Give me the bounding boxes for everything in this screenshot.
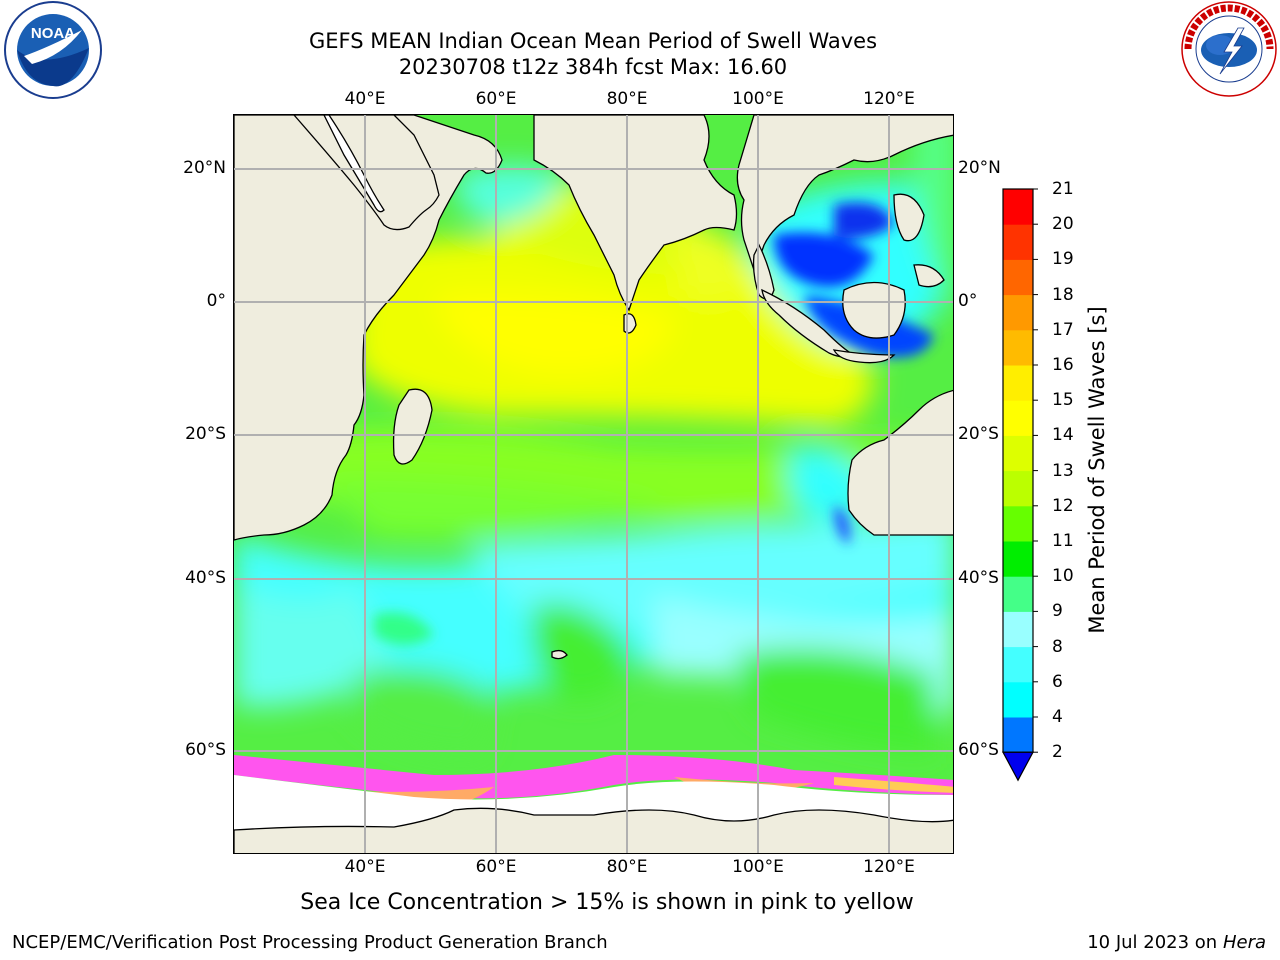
lon-label-top: 40°E xyxy=(344,89,386,109)
map-subtitle: 20230708 t12z 384h fcst Max: 16.60 xyxy=(398,55,788,79)
lat-label-left: 20°S xyxy=(185,424,226,444)
colorbar-tick-label: 6 xyxy=(1052,671,1063,692)
lat-label-right: 60°S xyxy=(958,740,999,760)
colorbar-segment xyxy=(1003,365,1033,401)
colorbar-tick-label: 16 xyxy=(1052,355,1074,375)
lon-label-top: 60°E xyxy=(475,89,517,109)
lon-label-top: 120°E xyxy=(863,89,915,109)
colorbar-segment xyxy=(1003,646,1033,683)
noaa-logo-text: NOAA xyxy=(31,25,75,42)
colorbar-label: Mean Period of Swell Waves [s] xyxy=(1085,306,1109,634)
antarctica-land xyxy=(234,807,953,853)
colorbar-segment xyxy=(1003,189,1033,225)
footer-date: 10 Jul 2023 on Hera xyxy=(1087,932,1266,953)
colorbar-tick-label: 4 xyxy=(1052,707,1063,727)
map-title: GEFS MEAN Indian Ocean Mean Period of Sw… xyxy=(308,29,878,53)
lon-label-bottom: 100°E xyxy=(732,857,784,877)
colorbar-segment xyxy=(1003,505,1033,542)
colorbar-tick-label: 9 xyxy=(1052,601,1063,622)
colorbar-extend-triangle xyxy=(1002,751,1035,782)
map-canvas xyxy=(234,115,953,853)
lat-label-left: 40°S xyxy=(185,568,226,588)
noaa-logo: NOAA xyxy=(4,1,102,99)
lat-label-right: 20°N xyxy=(958,158,1001,178)
colorbar-tick-label: 20 xyxy=(1052,214,1074,235)
colorbar-tick-label: 11 xyxy=(1052,531,1074,551)
colorbar-segment xyxy=(1003,259,1033,296)
colorbar-segment xyxy=(1003,541,1033,577)
colorbar-tick-label: 13 xyxy=(1052,460,1074,481)
lat-label-right: 40°S xyxy=(958,568,999,588)
lon-label-top: 80°E xyxy=(606,89,648,109)
lat-label-right: 20°S xyxy=(958,424,999,444)
colorbar-segment xyxy=(1003,400,1033,436)
map-panel xyxy=(233,114,954,854)
colorbar-segment xyxy=(1003,294,1033,331)
colorbar-segment xyxy=(1003,611,1033,648)
kerguelen-land xyxy=(551,649,568,660)
lat-label-left: 60°S xyxy=(185,740,226,760)
lon-label-bottom: 60°E xyxy=(475,857,517,877)
landmasses xyxy=(234,115,953,853)
nws-logo xyxy=(1181,1,1277,97)
india-land xyxy=(533,115,738,312)
colorbar xyxy=(1002,188,1038,782)
gridlines xyxy=(234,115,953,853)
colorbar-tick-label: 14 xyxy=(1052,425,1074,446)
footer-machine: Hera xyxy=(1222,932,1266,953)
colorbar-segment xyxy=(1003,576,1033,612)
colorbar-segment xyxy=(1003,329,1033,366)
lat-label-right: 0° xyxy=(958,291,978,311)
madagascar-land xyxy=(392,388,433,465)
indochina-land xyxy=(736,115,953,272)
footer-date-text: 10 Jul 2023 on xyxy=(1087,932,1223,953)
colorbar-tick-label: 18 xyxy=(1052,284,1074,305)
colorbar-segment xyxy=(1003,435,1033,472)
colorbar-tick-label: 10 xyxy=(1052,566,1074,587)
wave-field xyxy=(234,115,953,755)
colorbar-tick-label: 8 xyxy=(1052,636,1063,657)
colorbar-tick-label: 21 xyxy=(1052,179,1074,199)
sea-ice-note: Sea Ice Concentration > 15% is shown in … xyxy=(300,890,914,915)
lon-label-top: 100°E xyxy=(732,89,784,109)
colorbar-segment xyxy=(1003,717,1033,753)
colorbar-tick-label: 17 xyxy=(1052,319,1074,340)
lat-label-left: 20°N xyxy=(183,158,226,178)
lon-label-bottom: 80°E xyxy=(606,857,648,877)
colorbar-segment xyxy=(1003,470,1033,507)
lat-label-left: 0° xyxy=(206,291,226,311)
lon-label-bottom: 40°E xyxy=(344,857,386,877)
colorbar-tick-label: 2 xyxy=(1052,742,1063,763)
colorbar-segment xyxy=(1003,224,1033,260)
colorbar-tick-label: 15 xyxy=(1052,390,1074,411)
colorbar-tick-label: 12 xyxy=(1052,495,1074,516)
lon-label-bottom: 120°E xyxy=(863,857,915,877)
colorbar-segment xyxy=(1003,681,1033,718)
australia-land xyxy=(847,389,953,536)
colorbar-tick-label: 19 xyxy=(1052,249,1074,270)
footer-credit: NCEP/EMC/Verification Post Processing Pr… xyxy=(12,932,608,953)
